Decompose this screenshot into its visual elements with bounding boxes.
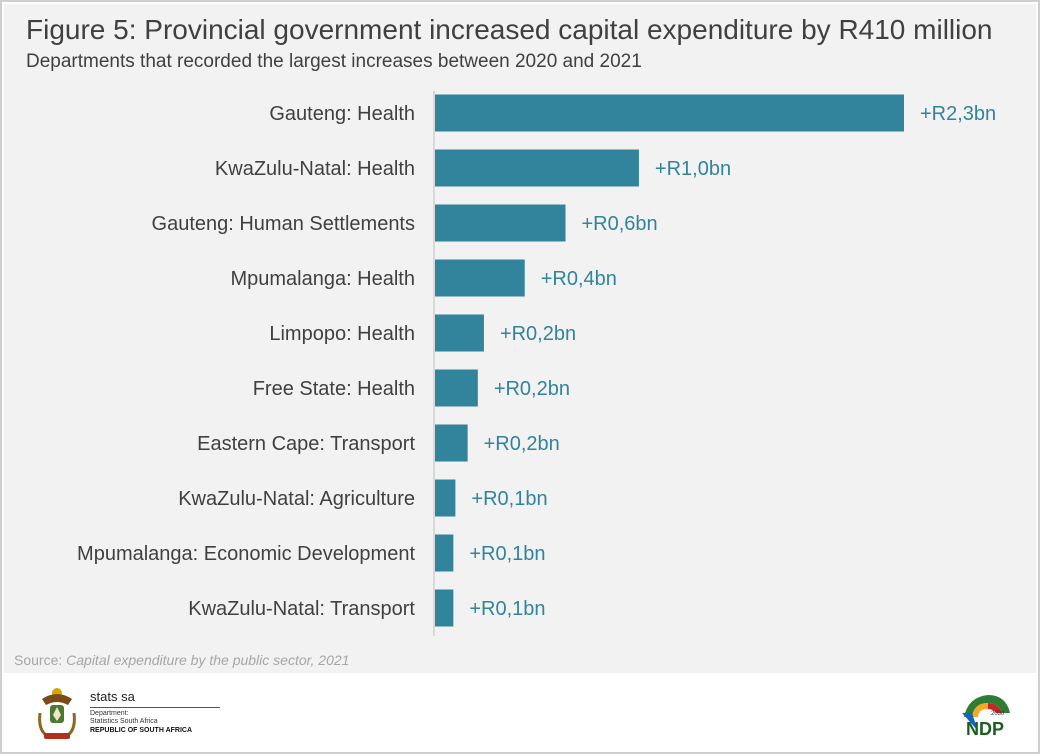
- value-label: +R0,1bn: [471, 488, 547, 510]
- country-name: REPUBLIC OF SOUTH AFRICA: [90, 727, 193, 734]
- value-label: +R0,2bn: [484, 433, 560, 455]
- source-text: Capital expenditure by the public sector…: [66, 652, 350, 668]
- org-name: stats sa: [90, 689, 135, 704]
- bar: [435, 259, 525, 297]
- source-note: Source: Capital expenditure by the publi…: [14, 652, 349, 668]
- category-label: KwaZulu-Natal: Transport: [188, 598, 415, 620]
- value-label: +R0,1bn: [469, 543, 545, 565]
- dept-line1: Department:: [90, 710, 129, 717]
- stats-sa-logo: stats sa Department: Statistics South Af…: [34, 685, 220, 745]
- category-label: Limpopo: Health: [269, 323, 415, 345]
- value-label: +R0,2bn: [494, 378, 570, 400]
- bar: [435, 424, 468, 462]
- category-label: Gauteng: Human Settlements: [152, 213, 415, 235]
- value-label: +R0,4bn: [541, 268, 617, 290]
- bar: [435, 479, 456, 517]
- chart-subtitle: Departments that recorded the largest in…: [26, 51, 642, 72]
- value-label: +R0,2bn: [500, 323, 576, 345]
- category-label: Gauteng: Health: [269, 103, 415, 125]
- chart-panel: Figure 5: Provincial government increase…: [4, 4, 1036, 673]
- chart-title: Figure 5: Provincial government increase…: [26, 14, 993, 45]
- category-label: Free State: Health: [253, 378, 415, 400]
- ndp-year: 2030: [991, 711, 1005, 717]
- value-label: +R0,1bn: [469, 598, 545, 620]
- bar: [435, 589, 454, 627]
- bar: [435, 534, 454, 572]
- ndp-logo-icon: 2030 NDP: [962, 695, 1010, 739]
- footer: stats sa Department: Statistics South Af…: [4, 673, 1036, 752]
- category-label: Mpumalanga: Health: [230, 268, 415, 290]
- category-label: Eastern Cape: Transport: [197, 433, 415, 455]
- category-label: KwaZulu-Natal: Health: [215, 158, 415, 180]
- coat-of-arms-icon: [38, 688, 76, 739]
- stats-sa-text: stats sa Department: Statistics South Af…: [90, 689, 220, 735]
- bars-group: Gauteng: Health +R2,3bn KwaZulu-Natal: Hea…: [77, 94, 996, 627]
- bar-chart: Gauteng: Health +R2,3bn KwaZulu-Natal: Hea…: [77, 91, 996, 636]
- dept-line2: Statistics South Africa: [90, 718, 158, 725]
- value-label: +R2,3bn: [920, 103, 996, 125]
- logo-divider: [90, 707, 220, 708]
- bar: [435, 369, 478, 407]
- value-label: +R0,6bn: [582, 213, 658, 235]
- ndp-text: NDP: [966, 719, 1004, 739]
- source-prefix: Source:: [14, 652, 67, 668]
- bar: [435, 94, 904, 132]
- value-label: +R1,0bn: [655, 158, 731, 180]
- bar: [435, 204, 566, 242]
- category-label: Mpumalanga: Economic Development: [77, 543, 415, 565]
- bar: [435, 314, 484, 352]
- category-label: KwaZulu-Natal: Agriculture: [178, 488, 415, 510]
- bar: [435, 149, 639, 187]
